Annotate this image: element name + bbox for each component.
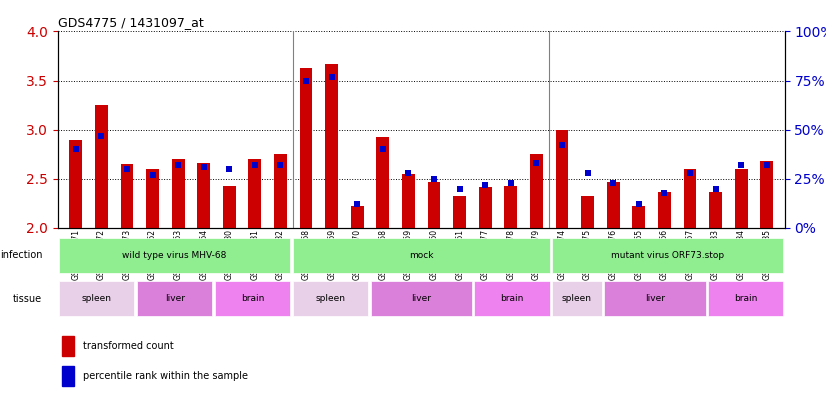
- Bar: [453, 195, 466, 228]
- Text: spleen: spleen: [562, 294, 592, 303]
- Point: [197, 164, 211, 170]
- Bar: [708, 281, 783, 316]
- Point: [377, 146, 390, 152]
- Text: wild type virus MHV-68: wild type virus MHV-68: [122, 251, 227, 260]
- Bar: [607, 182, 620, 228]
- Point: [504, 180, 517, 186]
- Bar: [292, 281, 368, 316]
- Point: [223, 166, 236, 172]
- Text: liver: liver: [164, 294, 185, 303]
- Bar: [215, 281, 290, 316]
- Point: [632, 201, 645, 208]
- Text: GDS4775 / 1431097_at: GDS4775 / 1431097_at: [58, 16, 203, 29]
- Point: [146, 172, 159, 178]
- Bar: [633, 206, 645, 228]
- Bar: [292, 238, 550, 273]
- Text: spleen: spleen: [82, 294, 112, 303]
- Point: [555, 142, 568, 149]
- Bar: [63, 366, 74, 386]
- Bar: [325, 64, 338, 228]
- Point: [581, 170, 594, 176]
- Bar: [59, 281, 135, 316]
- Text: liver: liver: [411, 294, 431, 303]
- Bar: [249, 159, 261, 228]
- Bar: [761, 161, 773, 228]
- Point: [709, 185, 722, 192]
- Bar: [137, 281, 212, 316]
- Bar: [402, 174, 415, 228]
- Text: brain: brain: [501, 294, 524, 303]
- Bar: [63, 336, 74, 356]
- Point: [249, 162, 262, 168]
- Point: [683, 170, 696, 176]
- Point: [69, 146, 83, 152]
- Point: [325, 73, 339, 80]
- Point: [427, 176, 440, 182]
- Point: [274, 162, 287, 168]
- Bar: [59, 238, 290, 273]
- Bar: [735, 169, 748, 228]
- Bar: [300, 68, 312, 228]
- Bar: [474, 281, 550, 316]
- Bar: [582, 195, 594, 228]
- Bar: [505, 185, 517, 228]
- Point: [95, 132, 108, 139]
- Point: [121, 166, 134, 172]
- Bar: [556, 130, 568, 228]
- Bar: [428, 182, 440, 228]
- Bar: [172, 159, 184, 228]
- Text: spleen: spleen: [316, 294, 345, 303]
- Text: infection: infection: [0, 250, 42, 261]
- Point: [734, 162, 748, 168]
- Text: percentile rank within the sample: percentile rank within the sample: [83, 371, 248, 381]
- Bar: [605, 281, 705, 316]
- Text: liver: liver: [645, 294, 665, 303]
- Point: [453, 185, 466, 192]
- Bar: [530, 154, 543, 228]
- Text: mock: mock: [409, 251, 434, 260]
- Point: [351, 201, 364, 208]
- Point: [478, 182, 491, 188]
- Bar: [197, 163, 210, 228]
- Bar: [223, 185, 235, 228]
- Bar: [121, 164, 133, 228]
- Point: [760, 162, 773, 168]
- Point: [300, 77, 313, 84]
- Text: brain: brain: [241, 294, 264, 303]
- Point: [402, 170, 415, 176]
- Point: [606, 180, 620, 186]
- Bar: [351, 206, 363, 228]
- Bar: [553, 238, 783, 273]
- Bar: [377, 136, 389, 228]
- Text: tissue: tissue: [13, 294, 42, 304]
- Bar: [146, 169, 159, 228]
- Bar: [553, 281, 601, 316]
- Text: mutant virus ORF73.stop: mutant virus ORF73.stop: [611, 251, 724, 260]
- Bar: [658, 191, 671, 228]
- Point: [172, 162, 185, 168]
- Text: transformed count: transformed count: [83, 341, 173, 351]
- Point: [657, 189, 671, 196]
- Bar: [371, 281, 472, 316]
- Bar: [479, 187, 491, 228]
- Bar: [95, 105, 107, 228]
- Point: [529, 160, 543, 166]
- Bar: [274, 154, 287, 228]
- Bar: [684, 169, 696, 228]
- Bar: [69, 140, 82, 228]
- Text: brain: brain: [734, 294, 757, 303]
- Bar: [710, 191, 722, 228]
